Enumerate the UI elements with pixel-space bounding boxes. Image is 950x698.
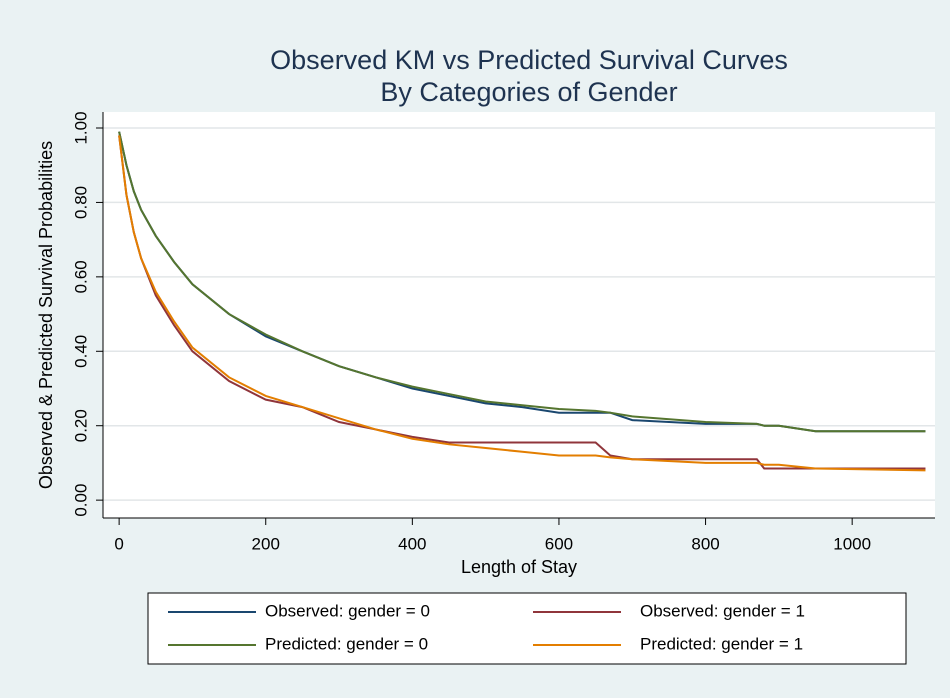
plot-area xyxy=(103,112,935,518)
x-tick-label: 1000 xyxy=(833,534,871,553)
series-line xyxy=(118,131,926,433)
legend-label: Predicted: gender = 0 xyxy=(265,634,428,653)
series-line xyxy=(118,135,926,472)
x-tick-label: 600 xyxy=(545,534,573,553)
y-axis-label: Observed & Predicted Survival Probabilit… xyxy=(36,141,56,489)
chart-title: By Categories of Gender xyxy=(380,77,677,107)
legend-label: Observed: gender = 0 xyxy=(265,601,430,620)
x-tick-label: 200 xyxy=(252,534,280,553)
series-line xyxy=(118,135,926,470)
y-tick-label: 0.00 xyxy=(71,484,90,517)
y-tick-label: 0.40 xyxy=(71,335,90,368)
x-tick-label: 400 xyxy=(398,534,426,553)
legend-label: Observed: gender = 1 xyxy=(640,601,805,620)
y-tick-label: 0.20 xyxy=(71,409,90,442)
legend-label: Predicted: gender = 1 xyxy=(640,634,803,653)
x-tick-label: 0 xyxy=(114,534,123,553)
y-tick-label: 0.60 xyxy=(71,260,90,293)
chart-title: Observed KM vs Predicted Survival Curves xyxy=(270,45,788,75)
legend xyxy=(147,592,907,665)
y-tick-label: 1.00 xyxy=(71,111,90,144)
x-tick-label: 800 xyxy=(691,534,719,553)
x-axis-label: Length of Stay xyxy=(461,557,577,577)
y-tick-label: 0.80 xyxy=(71,186,90,219)
